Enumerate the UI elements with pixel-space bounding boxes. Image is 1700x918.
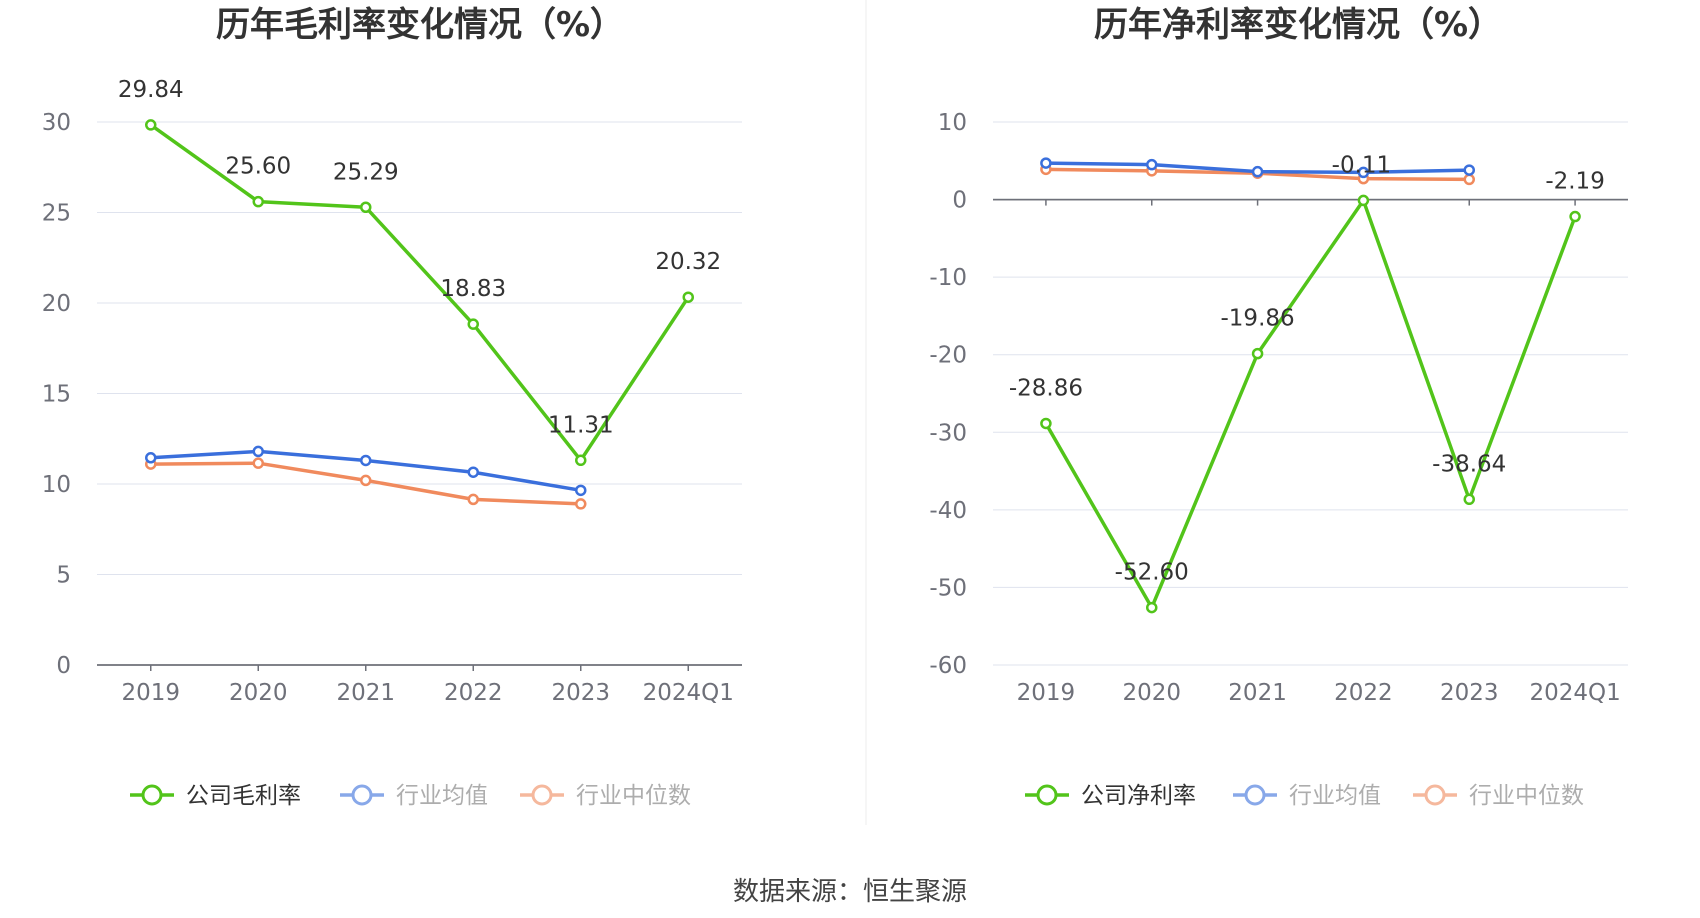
x-tick-label: 2022 [1334,680,1393,706]
data-label: 25.60 [225,154,291,180]
legend-item[interactable]: 行业均值 [1233,783,1381,809]
y-tick-label: -10 [929,265,967,291]
data-label: 25.29 [333,159,399,185]
data-label: -2.19 [1545,169,1605,195]
data-point [1040,157,1052,169]
data-point [575,498,587,510]
x-tick-label: 2020 [229,680,288,706]
legend-marker [351,784,373,806]
gross-margin-legend: 公司毛利率 行业均值 行业中位数 [130,783,691,809]
x-tick-label: 2024Q1 [1529,680,1620,706]
legend-marker [1424,784,1446,806]
x-tick-label: 2023 [1440,680,1499,706]
legend-label: 公司净利率 [1081,783,1196,809]
y-tick-label: 10 [42,472,71,498]
y-tick-label: 0 [952,188,967,214]
legend-marker [531,784,553,806]
data-point [360,454,372,467]
data-point [467,318,479,330]
x-tick-label: 2021 [1228,680,1287,706]
series-line [1044,198,1577,610]
data-point [1463,164,1475,176]
data-label: -0.11 [1332,152,1392,178]
y-tick-label: -50 [929,575,967,601]
data-label: -38.64 [1432,451,1506,477]
data-label: 29.84 [118,77,184,103]
net-margin-legend: 公司净利率 行业均值 行业中位数 [1025,783,1584,809]
chart-title-net-margin: 历年净利率变化情况（%） [1094,5,1502,45]
legend-item[interactable]: 公司毛利率 [130,783,301,809]
legend-item[interactable]: 行业中位数 [1413,783,1584,809]
data-point [575,484,587,497]
x-tick-label: 2022 [444,680,503,706]
data-label: 11.31 [548,412,614,438]
data-point [252,195,264,208]
data-point [145,452,157,464]
data-label: 18.83 [440,276,506,302]
y-tick-label: -30 [929,420,967,446]
x-tick-label: 2019 [1017,680,1076,706]
data-point [360,201,372,214]
legend-marker [1036,784,1058,806]
data-point [1251,165,1264,178]
series-line [149,123,690,463]
data-point [252,457,264,469]
y-tick-label: 25 [42,201,71,227]
data-point [252,445,264,458]
legend-label: 行业均值 [1289,783,1381,809]
data-point [682,291,694,303]
legend-item[interactable]: 行业均值 [340,783,488,809]
y-tick-label: 5 [56,563,71,589]
legend-label: 公司毛利率 [186,783,301,809]
gross-margin-chart: 0 5 10 15 20 25 30 2019 2020 2021 2022 2023 2024Q1 29… [42,77,742,706]
data-source: 数据来源：恒生聚源 [733,877,967,907]
data-point [575,454,587,467]
net-margin-chart: -60 -50 -40 -30 -20 -10 0 10 2019 2020 2021 2022 202… [929,110,1628,706]
data-label: 20.32 [655,249,721,275]
data-point [1463,173,1475,186]
legend-label: 行业中位数 [576,783,691,809]
y-tick-label: 20 [42,291,71,317]
y-tick-label: -40 [929,498,967,524]
data-point [1569,210,1581,223]
legend-marker [1244,784,1266,806]
data-point [1146,601,1158,614]
y-tick-label: 15 [42,382,71,408]
legend-item[interactable]: 公司净利率 [1025,783,1196,809]
data-point [1463,493,1475,506]
data-point [1040,417,1052,430]
data-point [467,493,479,506]
y-tick-label: -60 [929,653,967,679]
chart-title-gross-margin: 历年毛利率变化情况（%） [216,5,624,45]
y-tick-label: 0 [56,653,71,679]
y-tick-label: -20 [929,343,967,369]
legend-label: 行业均值 [396,783,488,809]
x-tick-label: 2024Q1 [643,680,734,706]
x-tick-label: 2020 [1122,680,1181,706]
legend-marker [141,784,163,806]
x-tick-label: 2021 [336,680,395,706]
y-tick-label: 30 [42,110,71,136]
y-tick-label: 10 [938,110,967,136]
data-point [1251,347,1264,360]
data-point [467,466,479,478]
x-tick-label: 2023 [551,680,610,706]
data-point [360,474,372,487]
data-label: -28.86 [1009,375,1083,401]
data-label: -19.86 [1221,306,1295,332]
data-point [1357,166,1370,179]
legend-label: 行业中位数 [1469,783,1584,809]
data-point [1357,194,1370,207]
x-tick-label: 2019 [121,680,180,706]
legend-item[interactable]: 行业中位数 [520,783,691,809]
data-label: -52.60 [1115,560,1189,586]
data-point [145,119,157,131]
data-point [1146,158,1158,171]
